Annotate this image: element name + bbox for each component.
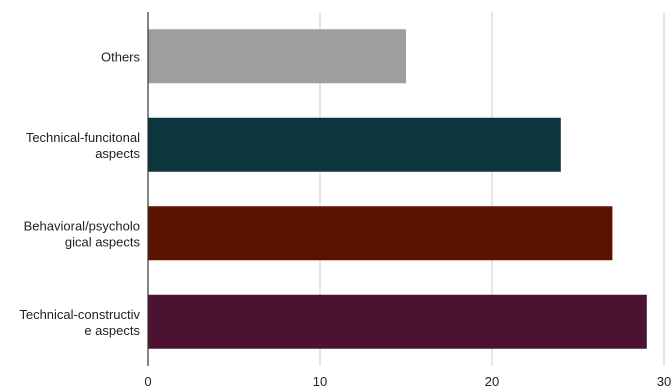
- bar: [148, 29, 406, 84]
- category-label: aspects: [95, 146, 140, 161]
- bar: [148, 294, 647, 349]
- category-label: Technical-constructiv: [19, 307, 140, 322]
- category-label: e aspects: [84, 323, 140, 338]
- x-tick-label: 10: [313, 374, 327, 389]
- category-label: Behavioral/psycholo: [24, 218, 140, 233]
- x-tick-label: 30: [657, 374, 671, 389]
- x-tick-label: 0: [144, 374, 151, 389]
- category-label: Technical-funcitonal: [26, 130, 140, 145]
- category-label: Others: [101, 49, 141, 64]
- bar: [148, 117, 561, 172]
- bar: [148, 206, 613, 261]
- bars: [148, 29, 647, 349]
- x-tick-label: 20: [485, 374, 499, 389]
- category-label: gical aspects: [65, 234, 141, 249]
- x-tick-labels: 0 10 20 30: [144, 374, 671, 389]
